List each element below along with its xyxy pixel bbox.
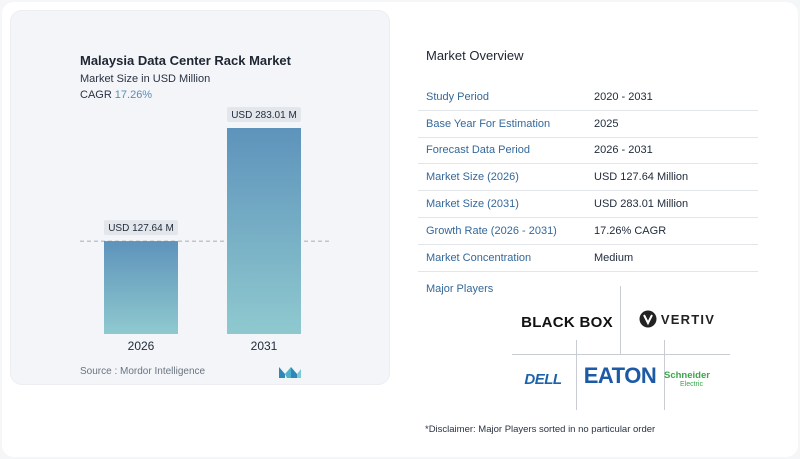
data-label-box <box>227 107 301 122</box>
overview-label: Market Size (2031) <box>426 198 519 211</box>
dell-logo: DELL <box>514 368 572 390</box>
x-tick-label: 2031 <box>251 339 278 353</box>
overview-value: 2026 - 2031 <box>594 144 653 157</box>
chart-card <box>10 10 390 385</box>
overview-row: Growth Rate (2026 - 2031) 17.26% CAGR <box>418 218 758 245</box>
overview-label: Base Year For Estimation <box>426 117 551 130</box>
bar-chart: USD 127.64 M 2026 USD 283.01 M 2031 <box>80 107 330 353</box>
overview-label: Market Concentration <box>426 251 532 264</box>
cagr-line: CAGR 17.26% <box>80 89 152 101</box>
chart-subtitle: Market Size in USD Million <box>80 73 211 85</box>
data-label-box <box>104 220 178 236</box>
players-divider <box>620 286 621 354</box>
overview-value: 17.26% CAGR <box>594 224 667 237</box>
data-label: USD 283.01 M <box>231 110 297 121</box>
players-divider <box>512 354 730 355</box>
vertiv-mark-icon <box>639 310 657 328</box>
disclaimer: *Disclaimer: Major Players sorted in no … <box>425 424 656 435</box>
overview-label: Growth Rate (2026 - 2031) <box>426 224 557 237</box>
overview-table: Study Period 2020 - 2031 Base Year For Es… <box>418 84 758 272</box>
x-tick-label: 2026 <box>128 339 155 353</box>
overview-row: Forecast Data Period 2026 - 2031 <box>418 138 758 165</box>
dell-logo-text: DELL <box>524 370 562 388</box>
overview-label: Study Period <box>426 90 489 103</box>
overview-row: Market Size (2031) USD 283.01 Million <box>418 191 758 218</box>
source-note: Source : Mordor Intelligence <box>80 366 206 377</box>
major-players-title: Major Players <box>426 283 494 295</box>
cagr-label: CAGR <box>80 89 112 101</box>
schneider-logo-subtext: Electric <box>680 381 703 388</box>
bar-2031 <box>227 128 301 334</box>
data-label: USD 127.64 M <box>108 223 174 234</box>
overview-value: Medium <box>594 251 634 264</box>
players-divider <box>576 340 577 410</box>
overview-row: Base Year For Estimation 2025 <box>418 111 758 138</box>
eaton-logo: EATON <box>580 356 660 396</box>
schneider-logo-text: Schneider <box>664 370 710 381</box>
bar-2026 <box>104 241 178 334</box>
blackbox-logo-text: BLACK BOX <box>521 313 613 331</box>
blackbox-logo: BLACK BOX <box>514 310 620 334</box>
schneider-logo: Schneider Electric <box>664 366 722 394</box>
players-divider <box>664 340 665 410</box>
chart-title: Malaysia Data Center Rack Market <box>80 53 291 68</box>
overview-row: Market Size (2026) USD 127.64 Million <box>418 164 758 192</box>
vertiv-logo: VERTIV <box>632 306 722 332</box>
overview-row: Market Concentration Medium <box>418 245 758 272</box>
vertiv-logo-text: VERTIV <box>660 311 716 327</box>
overview-value: 2020 - 2031 <box>594 90 653 103</box>
overview-label: Forecast Data Period <box>426 144 530 157</box>
cagr-value: 17.26% <box>114 89 153 101</box>
overview-label: Market Size (2026) <box>426 171 519 184</box>
overview-value: USD 127.64 Million <box>594 171 689 184</box>
mordor-logo-icon <box>278 365 302 384</box>
overview-value: 2025 <box>594 117 619 130</box>
eaton-logo-text: EATON <box>583 363 657 388</box>
overview-row: Study Period 2020 - 2031 <box>418 84 758 111</box>
overview-title: Market Overview <box>426 48 524 63</box>
overview-value: USD 283.01 Million <box>594 198 689 211</box>
